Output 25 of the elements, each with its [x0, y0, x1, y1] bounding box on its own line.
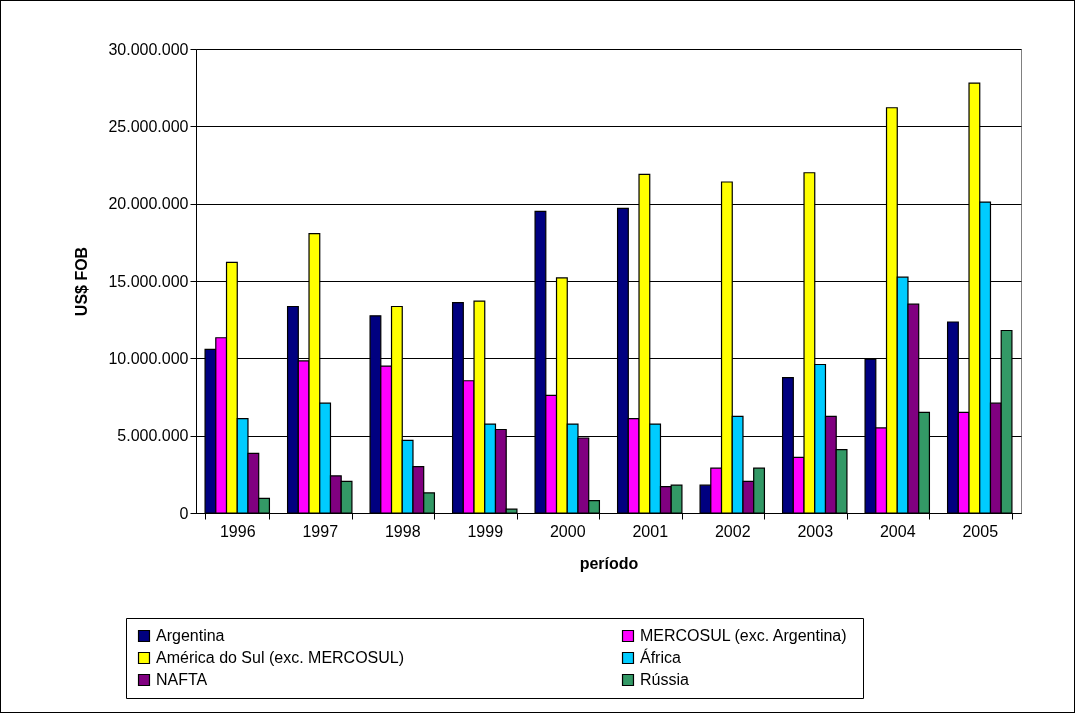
y-tick-label: 0 — [179, 504, 189, 522]
x-tick-label: 1996 — [219, 522, 256, 540]
y-tick-label: 5.000.000 — [117, 427, 189, 445]
x-tick-label: 1997 — [302, 522, 339, 540]
y-tick-label: 20.000.000 — [108, 195, 189, 213]
y-tick-label: 10.000.000 — [108, 349, 189, 367]
y-tick-label: 25.000.000 — [108, 117, 189, 135]
legend-label: América do Sul (exc. MERCOSUL) — [156, 649, 405, 666]
y-tick-label: 15.000.000 — [108, 272, 189, 290]
x-tick-label: 2002 — [714, 522, 751, 540]
x-tick-label: 2000 — [549, 522, 586, 540]
y-tick-label: 30.000.000 — [108, 40, 189, 58]
legend-label: África — [640, 648, 681, 666]
legend-label: NAFTA — [156, 671, 208, 688]
x-tick-label: 2004 — [879, 522, 916, 540]
legend-label: Argentina — [156, 627, 225, 644]
x-tick-label: 1999 — [467, 522, 504, 540]
x-axis-title: período — [579, 554, 639, 572]
legend-label: MERCOSUL (exc. Argentina) — [640, 627, 847, 644]
y-axis-title: US$ FOB — [73, 246, 91, 317]
x-tick-label: 2005 — [962, 522, 999, 540]
x-tick-label: 1998 — [384, 522, 421, 540]
x-tick-label: 2001 — [632, 522, 669, 540]
legend-label: Rússia — [640, 671, 690, 688]
x-tick-label: 2003 — [797, 522, 834, 540]
